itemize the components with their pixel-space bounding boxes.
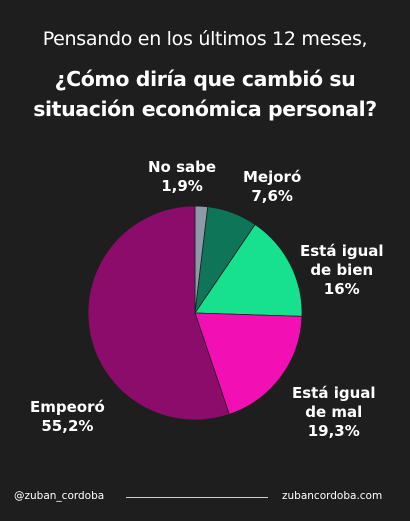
slice-label-empeoro-name: Empeoró xyxy=(30,398,105,416)
slice-label-igual-bien-name1: Está igual xyxy=(300,242,384,260)
footer-handle: @zuban_cordoba xyxy=(14,490,105,502)
chart-title: ¿Cómo diría que cambió su situación econ… xyxy=(0,64,410,124)
pie-slice-igual-mal xyxy=(194,312,303,415)
slice-label-mejoro-name: Mejoró xyxy=(243,168,302,186)
chart-subtitle: Pensando en los últimos 12 meses, xyxy=(42,28,368,50)
slice-label-igual-mal-name2: de mal xyxy=(305,403,363,421)
slice-label-igual-mal-name1: Está igual xyxy=(292,384,376,402)
slice-label-igual-bien-value: 16% xyxy=(323,280,360,298)
slice-label-igual-bien: Está igual de bien 16% xyxy=(300,242,384,299)
slice-label-mejoro: Mejoró 7,6% xyxy=(243,168,301,206)
footer-divider xyxy=(126,497,268,498)
pie-slice-empeoro xyxy=(87,205,230,421)
slice-label-igual-mal-value: 19,3% xyxy=(307,422,360,440)
slice-label-igual-mal: Está igual de mal 19,3% xyxy=(292,384,376,441)
slice-label-mejoro-value: 7,6% xyxy=(251,187,293,205)
slice-label-no-sabe: No sabe 1,9% xyxy=(148,158,216,196)
slice-label-empeoro-value: 55,2% xyxy=(41,417,94,435)
slice-label-no-sabe-name: No sabe xyxy=(148,158,217,176)
chart-title-line-2: situación económica personal? xyxy=(33,97,377,121)
pie-slice-igual-bien xyxy=(194,223,303,317)
chart-title-line-1: ¿Cómo diría que cambió su xyxy=(54,67,356,91)
footer-website: zubancordoba.com xyxy=(282,490,383,502)
slice-label-no-sabe-value: 1,9% xyxy=(161,177,203,195)
slice-label-empeoro: Empeoró 55,2% xyxy=(30,398,105,436)
slice-label-igual-bien-name2: de bien xyxy=(310,261,374,279)
